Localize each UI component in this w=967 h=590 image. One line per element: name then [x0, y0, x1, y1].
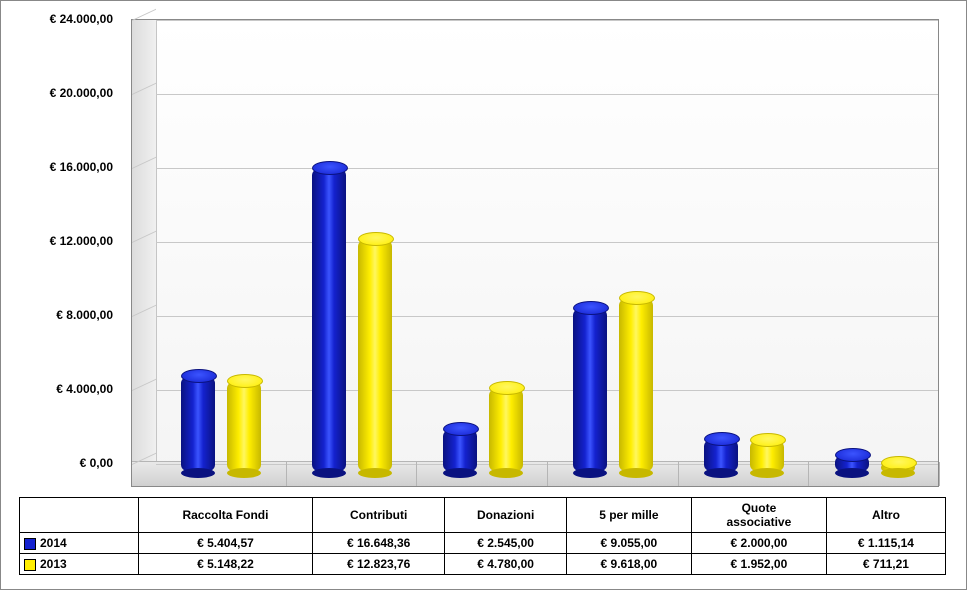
- bar-2014: [181, 374, 215, 474]
- table-cell: € 2.000,00: [691, 533, 826, 554]
- table-cell: € 12.823,76: [312, 554, 445, 575]
- bar-2013: [750, 438, 784, 474]
- table-header-row: Raccolta FondiContributiDonazioni5 per m…: [20, 498, 946, 533]
- table-col-header: Contributi: [312, 498, 445, 533]
- table-cell: € 16.648,36: [312, 533, 445, 554]
- plot-area: [131, 19, 939, 487]
- chart-container: € 0,00 € 4.000,00 € 8.000,00 € 12.000,00 € 1…: [0, 0, 967, 590]
- table-col-header: Altro: [826, 498, 945, 533]
- bar-2013: [358, 237, 392, 474]
- table-cell: € 9.055,00: [566, 533, 691, 554]
- y-tick-label: € 8.000,00: [56, 308, 113, 322]
- table-cell: € 5.404,57: [139, 533, 313, 554]
- table-col-header: Raccolta Fondi: [139, 498, 313, 533]
- bar-2014: [704, 437, 738, 474]
- category-zone: [417, 20, 548, 486]
- table-cell: € 5.148,22: [139, 554, 313, 575]
- category-zone: [156, 20, 287, 486]
- table-corner: [20, 498, 139, 533]
- bar-2014: [835, 453, 869, 474]
- category-zone: [287, 20, 418, 486]
- table-col-header: 5 per mille: [566, 498, 691, 533]
- table-row: 2014 € 5.404,57€ 16.648,36€ 2.545,00€ 9.0…: [20, 533, 946, 554]
- table-cell: € 4.780,00: [445, 554, 566, 575]
- series-name: 2013: [40, 557, 67, 571]
- series-name: 2014: [40, 536, 67, 550]
- table-cell: € 1.115,14: [826, 533, 945, 554]
- table-row: 2013 € 5.148,22€ 12.823,76€ 4.780,00€ 9.6…: [20, 554, 946, 575]
- table-cell: € 2.545,00: [445, 533, 566, 554]
- legend-swatch: [24, 538, 36, 550]
- y-tick-label: € 24.000,00: [50, 12, 113, 26]
- y-tick-label: € 16.000,00: [50, 160, 113, 174]
- bar-2013: [227, 379, 261, 474]
- table-col-header: Quoteassociative: [691, 498, 826, 533]
- table-cell: € 9.618,00: [566, 554, 691, 575]
- y-tick-label: € 20.000,00: [50, 86, 113, 100]
- data-table: Raccolta FondiContributiDonazioni5 per m…: [19, 497, 946, 575]
- category-separator: [939, 462, 940, 486]
- category-zone: [548, 20, 679, 486]
- series-header: 2013: [20, 554, 139, 575]
- table-col-header: Donazioni: [445, 498, 566, 533]
- bar-2013: [881, 461, 915, 474]
- y-tick-label: € 4.000,00: [56, 382, 113, 396]
- table-cell: € 1.952,00: [691, 554, 826, 575]
- category-zone: [809, 20, 940, 486]
- y-tick-label: € 0,00: [80, 456, 113, 470]
- bar-2013: [489, 386, 523, 474]
- table-cell: € 711,21: [826, 554, 945, 575]
- category-zone: [679, 20, 810, 486]
- bar-2013: [619, 296, 653, 474]
- bar-2014: [573, 306, 607, 474]
- legend-swatch: [24, 559, 36, 571]
- y-tick-label: € 12.000,00: [50, 234, 113, 248]
- bar-2014: [312, 166, 346, 474]
- series-header: 2014: [20, 533, 139, 554]
- bar-2014: [443, 427, 477, 474]
